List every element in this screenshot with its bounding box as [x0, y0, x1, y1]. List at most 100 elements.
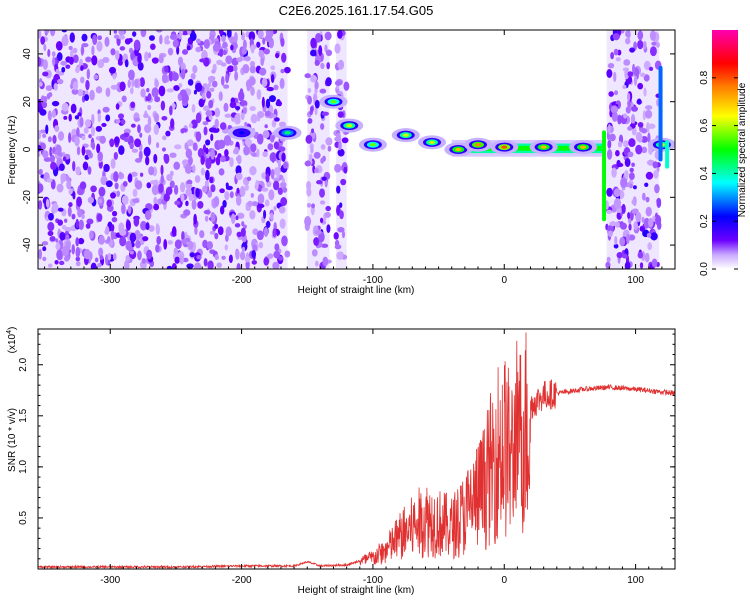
spectrogram-noise-cell: [261, 96, 265, 108]
spectrogram-noise-cell: [96, 41, 103, 52]
spectrogram-noise-cell: [68, 45, 73, 51]
spectrogram-noise-cell: [624, 170, 629, 179]
spectrogram-noise-cell: [110, 48, 116, 56]
spectrogram-noise-cell: [209, 230, 216, 235]
spectrogram-noise-cell: [246, 84, 251, 92]
spectrogram-noise-cell: [236, 187, 240, 194]
spectrogram-noise-cell: [118, 30, 125, 36]
spectrogram-noise-cell: [66, 179, 72, 190]
spectrogram-noise-cell: [46, 178, 53, 183]
spectrogram-noise-cell: [637, 251, 644, 259]
spectrogram-noise-cell: [87, 196, 95, 204]
spectrogram-noise-cell: [186, 179, 193, 186]
spectrogram-noise-cell: [199, 230, 205, 239]
spectrogram-noise-cell: [266, 86, 274, 92]
spectrogram-noise-cell: [315, 33, 322, 43]
spectrogram-noise-cell: [147, 104, 152, 111]
spectrogram-noise-cell: [180, 68, 186, 80]
spectrogram-noise-cell: [336, 132, 341, 142]
spectrogram-noise-cell: [224, 113, 232, 118]
spectrogram-noise-cell: [234, 146, 240, 155]
spectrogram-noise-cell: [611, 167, 617, 178]
spectrogram-noise-cell: [128, 69, 135, 81]
spectrogram-noise-cell: [38, 30, 42, 39]
spectrogram-noise-cell: [151, 184, 159, 196]
spectrogram-noise-cell: [130, 101, 136, 109]
spectrogram-noise-cell: [256, 230, 264, 241]
spectrogram-noise-cell: [256, 41, 261, 48]
spectrogram-noise-cell: [273, 84, 279, 91]
spectrogram-noise-cell: [179, 182, 186, 193]
spectrogram-noise-cell: [244, 256, 251, 263]
spectrogram-noise-cell: [86, 218, 94, 225]
spectrogram-noise-cell: [613, 71, 617, 82]
signal-peak: [429, 140, 436, 144]
spectrogram-noise-cell: [607, 224, 614, 233]
spectrogram-noise-cell: [98, 235, 105, 245]
spectrogram-noise-cell: [87, 166, 92, 175]
signal-peak: [346, 124, 353, 128]
snr-panel: -300 -200 -100 0 100 0.5 1.0 1.5 2.0 Height of …: [6, 327, 676, 596]
snr-x-label: Height of straight line (km): [298, 585, 415, 596]
spectrogram-noise-cell: [57, 42, 63, 51]
spectrogram-noise-cell: [99, 255, 104, 261]
snr-series-line: [38, 332, 675, 569]
spectrogram-noise-cell: [61, 245, 70, 257]
spectrogram-noise-cell: [110, 158, 116, 169]
spectrogram-noise-cell: [248, 31, 256, 41]
spectrogram-noise-cell: [649, 30, 657, 41]
spectrogram-noise-cell: [278, 121, 287, 128]
spectrogram-noise-cell: [234, 223, 241, 228]
spectrogram-noise-cell: [650, 232, 658, 241]
spectrogram-noise-cell: [609, 221, 617, 227]
spectrogram-noise-cell: [613, 90, 619, 96]
spectrogram-noise-cell: [140, 220, 147, 231]
spectrogram-noise-cell: [310, 37, 317, 49]
spectrogram-noise-cell: [630, 106, 638, 112]
spectrogram-noise-cell: [310, 49, 317, 57]
spectrogram-noise-cell: [194, 175, 201, 183]
spectrogram-noise-cell: [85, 79, 90, 91]
spectrogram-noise-cell: [206, 90, 212, 99]
spectrogram-noise-cell: [619, 237, 626, 247]
spectrogram-noise-cell: [149, 180, 157, 185]
spectrogram-noise-cell: [160, 164, 164, 176]
spectrogram-noise-cell: [61, 30, 68, 33]
spectrogram-noise-cell: [218, 168, 225, 176]
spectrogram-noise-cell: [242, 64, 250, 74]
spectrogram-noise-cell: [651, 258, 658, 268]
spectrogram-noise-cell: [110, 192, 116, 199]
spectrogram-noise-cell: [631, 162, 635, 167]
spectrogram-noise-cell: [264, 110, 271, 117]
spectrogram-noise-cell: [220, 76, 225, 86]
spectrogram-noise-cell: [188, 122, 193, 129]
spectrogram-noise-cell: [251, 201, 259, 207]
spectrogram-noise-cell: [274, 117, 280, 122]
spectrogram-noise-cell: [166, 186, 173, 195]
spectrogram-noise-cell: [311, 203, 316, 209]
spectrogram-noise-cell: [172, 39, 179, 48]
spectrogram-noise-cell: [56, 78, 64, 85]
spectrogram-noise-cell: [169, 105, 173, 116]
spectrogram-noise-cell: [235, 172, 243, 181]
spectrogram-noise-cell: [129, 232, 137, 243]
spectrogram-noise-cell: [68, 56, 74, 65]
spectrogram-noise-cell: [233, 31, 238, 43]
spectrogram-noise-cell: [191, 103, 196, 113]
spectrogram-noise-cell: [249, 60, 256, 68]
spectrogram-noise-cell: [83, 248, 91, 260]
spectrogram-noise-cell: [116, 190, 121, 197]
spectrogram-noise-cell: [272, 180, 280, 191]
spectrogram-noise-cell: [52, 146, 56, 153]
spectrogram-noise-cell: [163, 193, 170, 202]
spectrogram-noise-cell: [115, 50, 120, 61]
spectrogram-noise-cell: [343, 166, 348, 174]
spectrogram-noise-cell: [607, 63, 615, 69]
spectrogram-noise-cell: [38, 56, 42, 67]
spectrogram-noise-cell: [42, 71, 49, 77]
spectrogram-noise-cell: [47, 230, 54, 236]
spectrogram-noise-cell: [134, 180, 143, 190]
spectrogram-noise-cell: [200, 155, 205, 166]
spectrogram-noise-cell: [77, 112, 82, 117]
spectrogram-noise-cell: [321, 111, 329, 116]
